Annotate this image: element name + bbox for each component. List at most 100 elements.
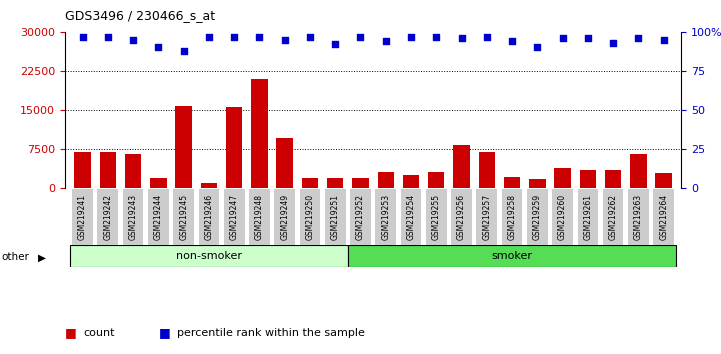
Point xyxy=(77,34,89,39)
Text: GSM219257: GSM219257 xyxy=(482,194,491,240)
FancyBboxPatch shape xyxy=(72,189,93,245)
Bar xyxy=(125,154,141,188)
Text: GSM219254: GSM219254 xyxy=(407,194,415,240)
Text: count: count xyxy=(83,328,115,338)
Bar xyxy=(200,183,217,188)
FancyBboxPatch shape xyxy=(224,189,244,245)
Text: GSM219262: GSM219262 xyxy=(609,194,618,240)
Point xyxy=(178,48,190,53)
Point xyxy=(304,34,316,39)
Bar xyxy=(554,168,571,188)
FancyBboxPatch shape xyxy=(350,189,371,245)
Text: GSM219264: GSM219264 xyxy=(659,194,668,240)
Bar xyxy=(403,175,419,188)
Point xyxy=(128,37,139,42)
Text: GSM219263: GSM219263 xyxy=(634,194,643,240)
FancyBboxPatch shape xyxy=(628,189,649,245)
Text: GSM219248: GSM219248 xyxy=(255,194,264,240)
FancyBboxPatch shape xyxy=(552,189,573,245)
Text: GSM219250: GSM219250 xyxy=(306,194,314,240)
FancyBboxPatch shape xyxy=(426,189,446,245)
Text: GSM219252: GSM219252 xyxy=(356,194,365,240)
Point xyxy=(254,34,265,39)
FancyBboxPatch shape xyxy=(148,189,169,245)
Text: GSM219249: GSM219249 xyxy=(280,194,289,240)
Text: GSM219243: GSM219243 xyxy=(128,194,138,240)
Bar xyxy=(348,245,676,267)
Bar xyxy=(251,79,267,188)
Bar xyxy=(529,179,546,188)
Text: non-smoker: non-smoker xyxy=(176,251,242,261)
Point xyxy=(658,37,669,42)
FancyBboxPatch shape xyxy=(97,189,118,245)
Text: GSM219241: GSM219241 xyxy=(78,194,87,240)
Bar xyxy=(276,138,293,188)
Point xyxy=(355,34,366,39)
Point xyxy=(279,37,291,42)
Text: smoker: smoker xyxy=(492,251,533,261)
Point xyxy=(557,35,568,41)
Bar xyxy=(226,107,242,188)
Text: GSM219253: GSM219253 xyxy=(381,194,390,240)
Bar xyxy=(175,105,192,188)
FancyBboxPatch shape xyxy=(274,189,295,245)
Text: GSM219260: GSM219260 xyxy=(558,194,567,240)
Text: GSM219258: GSM219258 xyxy=(508,194,516,240)
Text: GSM219246: GSM219246 xyxy=(204,194,213,240)
Text: GSM219259: GSM219259 xyxy=(533,194,542,240)
Text: GSM219261: GSM219261 xyxy=(583,194,593,240)
FancyBboxPatch shape xyxy=(603,189,624,245)
Point xyxy=(229,34,240,39)
Text: GDS3496 / 230466_s_at: GDS3496 / 230466_s_at xyxy=(65,9,215,22)
Text: GSM219256: GSM219256 xyxy=(457,194,466,240)
FancyBboxPatch shape xyxy=(249,189,270,245)
Text: ▶: ▶ xyxy=(38,252,46,262)
Point xyxy=(430,34,442,39)
Text: GSM219244: GSM219244 xyxy=(154,194,163,240)
Bar xyxy=(580,170,596,188)
Bar xyxy=(70,245,348,267)
Text: other: other xyxy=(1,252,30,262)
FancyBboxPatch shape xyxy=(198,189,219,245)
FancyBboxPatch shape xyxy=(123,189,143,245)
Bar xyxy=(630,154,647,188)
FancyBboxPatch shape xyxy=(325,189,345,245)
Point xyxy=(456,35,467,41)
Point xyxy=(380,38,392,44)
Text: GSM219251: GSM219251 xyxy=(331,194,340,240)
FancyBboxPatch shape xyxy=(300,189,320,245)
FancyBboxPatch shape xyxy=(502,189,523,245)
Bar xyxy=(327,178,343,188)
Point xyxy=(405,34,417,39)
Bar xyxy=(655,173,672,188)
Bar xyxy=(74,152,91,188)
Point xyxy=(531,45,543,50)
Point xyxy=(481,34,492,39)
Text: GSM219245: GSM219245 xyxy=(179,194,188,240)
Point xyxy=(102,34,114,39)
Text: GSM219255: GSM219255 xyxy=(432,194,441,240)
FancyBboxPatch shape xyxy=(401,189,421,245)
Bar xyxy=(353,178,368,188)
Bar xyxy=(428,172,444,188)
Bar xyxy=(302,178,318,188)
Text: ■: ■ xyxy=(159,326,170,339)
Point xyxy=(607,40,619,46)
Text: ■: ■ xyxy=(65,326,76,339)
FancyBboxPatch shape xyxy=(527,189,548,245)
FancyBboxPatch shape xyxy=(376,189,396,245)
Point xyxy=(506,38,518,44)
FancyBboxPatch shape xyxy=(451,189,472,245)
Point xyxy=(329,41,341,47)
Point xyxy=(203,34,215,39)
Point xyxy=(632,35,644,41)
Text: percentile rank within the sample: percentile rank within the sample xyxy=(177,328,365,338)
Point xyxy=(582,35,593,41)
Bar xyxy=(150,178,167,188)
Bar xyxy=(605,171,622,188)
Point xyxy=(153,45,164,50)
Bar xyxy=(479,152,495,188)
FancyBboxPatch shape xyxy=(653,189,674,245)
Text: GSM219247: GSM219247 xyxy=(230,194,239,240)
Bar xyxy=(504,177,521,188)
